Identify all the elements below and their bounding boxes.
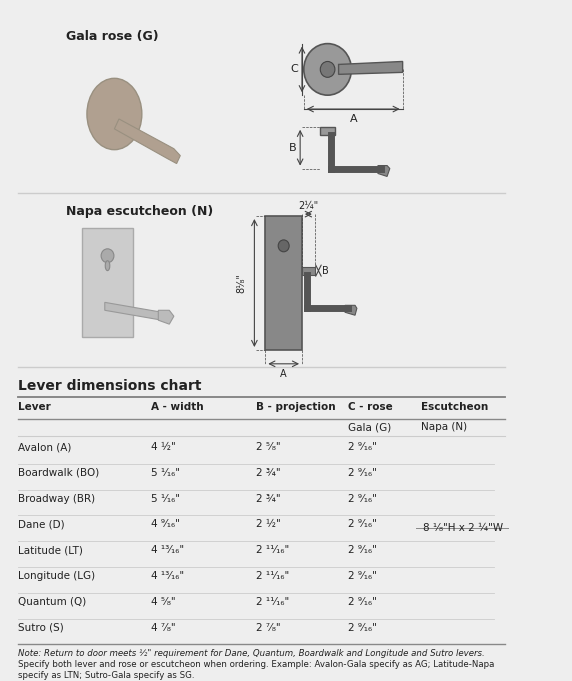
Text: 2 ¾": 2 ¾" (256, 494, 281, 504)
Text: A: A (280, 368, 287, 379)
Circle shape (278, 240, 289, 252)
Text: Broadway (BR): Broadway (BR) (18, 494, 96, 504)
Text: 2¼": 2¼" (298, 201, 319, 211)
Bar (82, 228, 133, 337)
Text: 2 ⁹⁄₁₆": 2 ⁹⁄₁₆" (348, 520, 376, 529)
Text: 2 ½": 2 ½" (256, 520, 281, 529)
Polygon shape (114, 119, 180, 163)
Circle shape (304, 44, 351, 95)
Text: Sutro (S): Sutro (S) (18, 622, 64, 633)
Bar (265, 216, 302, 350)
Text: Napa (N): Napa (N) (421, 422, 467, 432)
Text: 4 ½": 4 ½" (151, 442, 176, 452)
Text: Note: Return to door meets ½" requirement for Dane, Quantum, Boardwalk and Longi: Note: Return to door meets ½" requiremen… (18, 649, 485, 659)
Text: C - rose: C - rose (348, 402, 392, 413)
Text: 2 ⁹⁄₁₆": 2 ⁹⁄₁₆" (348, 597, 376, 607)
Text: 2 ⁹⁄₁₆": 2 ⁹⁄₁₆" (348, 571, 376, 581)
Text: Lever: Lever (18, 402, 51, 413)
Bar (320, 127, 335, 135)
Text: 2 ⁹⁄₁₆": 2 ⁹⁄₁₆" (348, 545, 376, 555)
Text: 5 ¹⁄₁₆": 5 ¹⁄₁₆" (151, 494, 180, 504)
Ellipse shape (105, 261, 110, 270)
Text: Boardwalk (BO): Boardwalk (BO) (18, 468, 100, 478)
Text: Gala (G): Gala (G) (348, 422, 391, 432)
Text: Gala rose (G): Gala rose (G) (66, 30, 158, 43)
Text: 2 ¾": 2 ¾" (256, 468, 281, 478)
Text: 2 ¹¹⁄₁₆": 2 ¹¹⁄₁₆" (256, 597, 289, 607)
Text: 2 ⁹⁄₁₆": 2 ⁹⁄₁₆" (348, 468, 376, 478)
Polygon shape (345, 305, 357, 315)
Text: 2 ⁵⁄₈": 2 ⁵⁄₈" (256, 442, 281, 452)
Text: B - projection: B - projection (256, 402, 336, 413)
Text: 5 ¹⁄₁₆": 5 ¹⁄₁₆" (151, 468, 180, 478)
Text: 2 ⁹⁄₁₆": 2 ⁹⁄₁₆" (348, 494, 376, 504)
Text: Napa escutcheon (N): Napa escutcheon (N) (66, 205, 213, 218)
Text: Dane (D): Dane (D) (18, 520, 65, 529)
Text: 2 ¹¹⁄₁₆": 2 ¹¹⁄₁₆" (256, 545, 289, 555)
Text: B: B (323, 266, 329, 276)
Text: 2 ⁷⁄₈": 2 ⁷⁄₈" (256, 622, 281, 633)
Polygon shape (339, 61, 403, 74)
Ellipse shape (87, 78, 142, 150)
Text: A - width: A - width (151, 402, 204, 413)
Text: Longitude (LG): Longitude (LG) (18, 571, 96, 581)
Text: C: C (291, 65, 299, 74)
Text: specify as LTN; Sutro-Gala specify as SG.: specify as LTN; Sutro-Gala specify as SG… (18, 671, 195, 680)
Text: Escutcheon: Escutcheon (421, 402, 488, 413)
Text: A: A (349, 114, 357, 124)
Text: 4 ⁷⁄₈": 4 ⁷⁄₈" (151, 622, 176, 633)
Polygon shape (378, 165, 390, 176)
Text: B: B (289, 143, 297, 153)
Circle shape (320, 61, 335, 78)
Polygon shape (158, 311, 174, 324)
Text: Lever dimensions chart: Lever dimensions chart (18, 379, 202, 393)
Text: Quantum (Q): Quantum (Q) (18, 597, 86, 607)
Bar (302, 267, 315, 274)
Text: 4 ⁹⁄₁₆": 4 ⁹⁄₁₆" (151, 520, 180, 529)
Text: 8 ¹⁄₈"H x 2 ¼"W: 8 ¹⁄₈"H x 2 ¼"W (423, 524, 503, 533)
Circle shape (101, 249, 114, 263)
Text: 2 ⁹⁄₁₆": 2 ⁹⁄₁₆" (348, 442, 376, 452)
Polygon shape (105, 302, 162, 320)
Text: 8¹⁄₈": 8¹⁄₈" (237, 273, 247, 293)
Text: Specify both lever and rose or escutcheon when ordering. Example: Avalon-Gala sp: Specify both lever and rose or escutcheo… (18, 660, 495, 669)
Text: 4 ⁵⁄₈": 4 ⁵⁄₈" (151, 597, 176, 607)
Text: 2 ¹¹⁄₁₆": 2 ¹¹⁄₁₆" (256, 571, 289, 581)
Text: 4 ¹³⁄₁₆": 4 ¹³⁄₁₆" (151, 571, 184, 581)
Text: 2 ⁹⁄₁₆": 2 ⁹⁄₁₆" (348, 622, 376, 633)
Text: Avalon (A): Avalon (A) (18, 442, 72, 452)
Text: Latitude (LT): Latitude (LT) (18, 545, 83, 555)
Text: 4 ¹³⁄₁₆": 4 ¹³⁄₁₆" (151, 545, 184, 555)
